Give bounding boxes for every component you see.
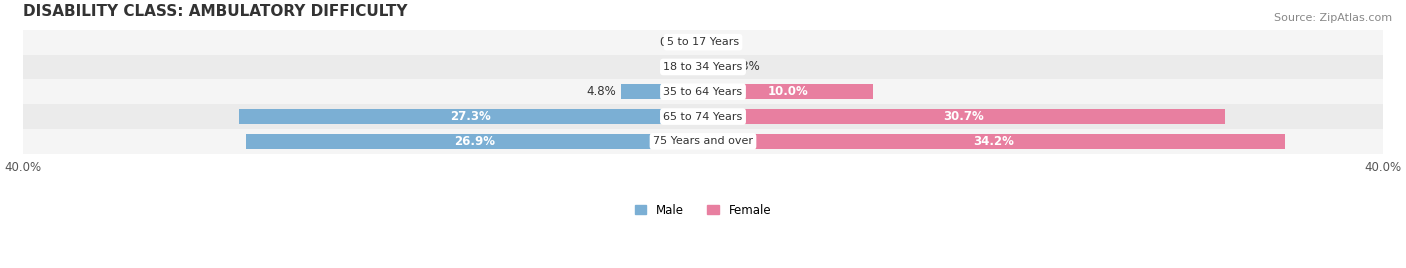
Legend: Male, Female: Male, Female	[630, 199, 776, 221]
Bar	[22, 55, 1384, 79]
Bar	[22, 79, 1384, 104]
Bar	[22, 30, 1384, 55]
Text: 0.0%: 0.0%	[668, 61, 697, 73]
Bar	[22, 104, 1384, 129]
Text: 35 to 64 Years: 35 to 64 Years	[664, 87, 742, 97]
Bar	[703, 109, 1225, 124]
Text: 65 to 74 Years: 65 to 74 Years	[664, 111, 742, 122]
Bar	[703, 59, 725, 75]
Bar	[239, 109, 703, 124]
Text: 27.3%: 27.3%	[450, 110, 491, 123]
Bar	[621, 84, 703, 99]
Text: 18 to 34 Years: 18 to 34 Years	[664, 62, 742, 72]
Bar	[246, 134, 703, 149]
Text: Source: ZipAtlas.com: Source: ZipAtlas.com	[1274, 13, 1392, 23]
Text: 1.3%: 1.3%	[730, 61, 761, 73]
Text: 30.7%: 30.7%	[943, 110, 984, 123]
Text: 10.0%: 10.0%	[768, 85, 808, 98]
Text: 5 to 17 Years: 5 to 17 Years	[666, 37, 740, 47]
Text: 75 Years and over: 75 Years and over	[652, 136, 754, 146]
Text: 0.08%: 0.08%	[659, 36, 696, 49]
Text: 34.2%: 34.2%	[973, 135, 1014, 148]
Text: 4.8%: 4.8%	[586, 85, 616, 98]
Bar	[22, 129, 1384, 154]
Text: DISABILITY CLASS: AMBULATORY DIFFICULTY: DISABILITY CLASS: AMBULATORY DIFFICULTY	[22, 4, 408, 19]
Bar	[703, 84, 873, 99]
Text: 0.0%: 0.0%	[709, 36, 738, 49]
Bar	[703, 134, 1285, 149]
Text: 26.9%: 26.9%	[454, 135, 495, 148]
